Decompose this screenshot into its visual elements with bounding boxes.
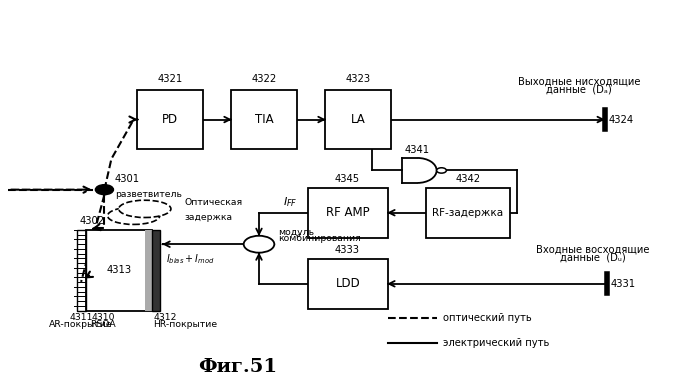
Ellipse shape: [108, 207, 160, 224]
Text: модуль: модуль: [278, 228, 314, 236]
Text: HR-покрытие: HR-покрытие: [153, 320, 217, 329]
Text: RF AMP: RF AMP: [326, 206, 370, 219]
Text: 4313: 4313: [106, 265, 131, 275]
Text: LA: LA: [351, 113, 366, 126]
Circle shape: [244, 236, 274, 253]
Text: 4321: 4321: [157, 74, 182, 84]
Text: RSOA: RSOA: [90, 320, 116, 329]
Text: 4310: 4310: [92, 313, 115, 322]
Bar: [325, 90, 391, 149]
Text: 4301: 4301: [115, 174, 140, 184]
Bar: [77, 230, 86, 311]
Text: PD: PD: [162, 113, 178, 126]
Text: комбинирования: комбинирования: [278, 235, 361, 243]
Bar: [231, 90, 297, 149]
Text: 4324: 4324: [609, 115, 633, 125]
Bar: [86, 230, 152, 311]
Text: TIA: TIA: [255, 113, 273, 126]
Circle shape: [95, 185, 113, 195]
Text: 4342: 4342: [455, 174, 480, 184]
Text: разветвитель: разветвитель: [115, 190, 182, 199]
Text: Фиг.51: Фиг.51: [199, 358, 278, 376]
Text: 4333: 4333: [335, 245, 360, 255]
Text: 4312: 4312: [153, 313, 177, 322]
Ellipse shape: [119, 200, 171, 217]
Text: 4345: 4345: [335, 174, 360, 184]
Bar: [426, 188, 510, 238]
Text: LDD: LDD: [336, 277, 360, 290]
Text: $I_{FF}$: $I_{FF}$: [282, 195, 297, 209]
Text: данные  (Dᵤ): данные (Dᵤ): [561, 253, 626, 263]
Text: оптический путь: оптический путь: [443, 313, 532, 324]
Text: Входные восходящие: Входные восходящие: [536, 245, 650, 255]
Bar: [308, 188, 388, 238]
Text: 4341: 4341: [405, 145, 430, 155]
Text: задержка: задержка: [185, 214, 233, 223]
Bar: [308, 259, 388, 309]
Text: 4311: 4311: [69, 313, 93, 322]
Bar: [145, 230, 152, 311]
Text: 4322: 4322: [251, 74, 277, 84]
Text: AR-покрытие: AR-покрытие: [50, 320, 113, 329]
Text: 4323: 4323: [345, 74, 370, 84]
Text: данные  (Dₐ): данные (Dₐ): [547, 85, 612, 94]
Text: Выходные нисходящие: Выходные нисходящие: [518, 77, 640, 87]
Text: 4331: 4331: [611, 279, 635, 289]
Text: 4302: 4302: [80, 216, 105, 226]
Text: $I_{bias}+I_{mod}$: $I_{bias}+I_{mod}$: [166, 252, 215, 266]
Bar: [137, 90, 203, 149]
Bar: [152, 230, 160, 311]
Circle shape: [437, 168, 447, 173]
Text: RF-задержка: RF-задержка: [432, 208, 503, 218]
Text: Оптическая: Оптическая: [185, 198, 243, 207]
Text: электрический путь: электрический путь: [443, 338, 550, 348]
